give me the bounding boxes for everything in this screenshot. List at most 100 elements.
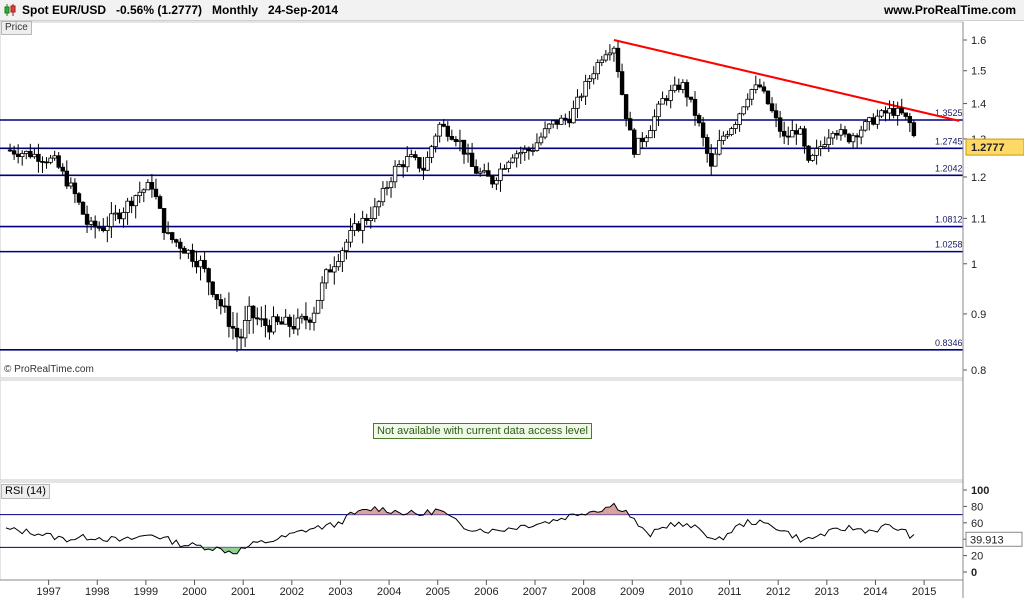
data-access-message: Not available with current data access l…: [373, 423, 592, 439]
candle-body: [7, 149, 13, 152]
candle-body: [178, 241, 183, 249]
rsi-last-value: 39.913: [970, 534, 1004, 546]
candle-body: [174, 239, 179, 243]
y-tick-label: 1.1: [971, 213, 986, 225]
x-tick-label: 2007: [523, 586, 547, 598]
candle-body: [137, 191, 142, 197]
candle-body: [567, 118, 572, 124]
candle-body: [267, 325, 272, 333]
candle-body: [360, 217, 365, 231]
candle-body: [907, 116, 913, 124]
candle-body: [619, 71, 625, 95]
y-tick-label: 1.2: [971, 172, 986, 184]
x-tick-label: 2006: [474, 586, 498, 598]
candle-body: [283, 316, 288, 325]
candle-body: [299, 315, 305, 319]
candle-body: [88, 220, 94, 225]
candle-body: [863, 121, 868, 131]
candle-body: [218, 299, 224, 307]
candle-body: [194, 261, 199, 268]
candle-body: [595, 62, 600, 75]
candle-body: [591, 73, 596, 80]
candle-body: [502, 168, 507, 170]
price-panel: 1.61.51.41.31.21.110.90.81.35251.27451.2…: [0, 21, 1024, 379]
candle-body: [242, 320, 248, 339]
candle-body: [725, 134, 730, 137]
candle-body: [279, 321, 284, 325]
candle-body: [376, 201, 382, 208]
candle-body: [607, 52, 613, 56]
candle-body: [781, 130, 787, 137]
candle-body: [92, 220, 98, 228]
candle-body: [510, 157, 515, 163]
candle-body: [109, 213, 114, 227]
candle-body: [518, 152, 523, 155]
candle-body: [206, 268, 211, 283]
candle-body: [473, 166, 479, 174]
candle-body: [469, 152, 475, 167]
candle-body: [80, 201, 86, 215]
candle-body: [226, 305, 232, 327]
candle-body: [879, 110, 884, 117]
candle-body: [275, 316, 280, 323]
candle-body: [165, 232, 171, 234]
candle-body: [632, 129, 637, 155]
candles: [7, 41, 917, 352]
candle-body: [161, 208, 167, 234]
candle-body: [429, 146, 434, 158]
candle-body: [530, 150, 536, 152]
x-tick-label: 2013: [815, 586, 839, 598]
candle-body: [753, 84, 759, 90]
candle-body: [773, 110, 779, 119]
x-tick-label: 2003: [328, 586, 352, 598]
rsi-panel: 10080604020039.913: [0, 481, 1023, 581]
candle-body: [704, 137, 710, 154]
rsi-panel-label[interactable]: RSI (14): [1, 484, 50, 499]
candle-body: [328, 269, 333, 273]
rsi-overbought-fill: [435, 509, 440, 515]
candle-body: [372, 206, 378, 219]
candle-body: [684, 82, 690, 98]
candle-body: [388, 181, 394, 189]
candle-body: [392, 165, 398, 183]
candle-body: [198, 259, 203, 268]
candle-body: [559, 117, 564, 125]
candle-body: [802, 128, 807, 147]
candle-body: [790, 130, 795, 138]
rsi-overbought-fill: [362, 509, 367, 515]
candle-body: [486, 170, 491, 177]
candle-body: [311, 312, 317, 323]
candle-body: [28, 150, 33, 158]
candle-body: [883, 110, 888, 114]
candle-body: [405, 156, 410, 168]
candle-body: [579, 95, 584, 98]
candle-body: [433, 135, 438, 148]
candle-body: [129, 200, 134, 207]
rsi-tick-label: 0: [971, 567, 977, 579]
x-tick-label: 2015: [912, 586, 936, 598]
candle-body: [251, 305, 256, 319]
candle-body: [660, 98, 665, 105]
candle-body: [214, 294, 219, 301]
candle-body: [230, 326, 236, 329]
rsi-line: [5, 502, 915, 555]
candle-body: [721, 135, 726, 141]
candle-body: [854, 135, 860, 138]
candle-body: [644, 137, 649, 143]
candle-body: [97, 226, 102, 229]
site-link[interactable]: www.ProRealTime.com: [883, 3, 1016, 17]
candle-body: [611, 47, 617, 54]
candle-body: [555, 120, 560, 125]
rsi-panel-frame: [0, 481, 964, 581]
candle-body: [153, 188, 159, 198]
price-panel-label[interactable]: Price: [1, 21, 32, 35]
rsi-overbought-fill: [618, 510, 623, 515]
candle-body: [895, 107, 900, 116]
candle-body: [899, 107, 904, 114]
candle-body: [348, 230, 353, 243]
candle-body: [263, 318, 268, 326]
x-tick-label: 2012: [766, 586, 790, 598]
copyright-label: © ProRealTime.com: [4, 364, 94, 375]
candle-body: [157, 196, 163, 209]
